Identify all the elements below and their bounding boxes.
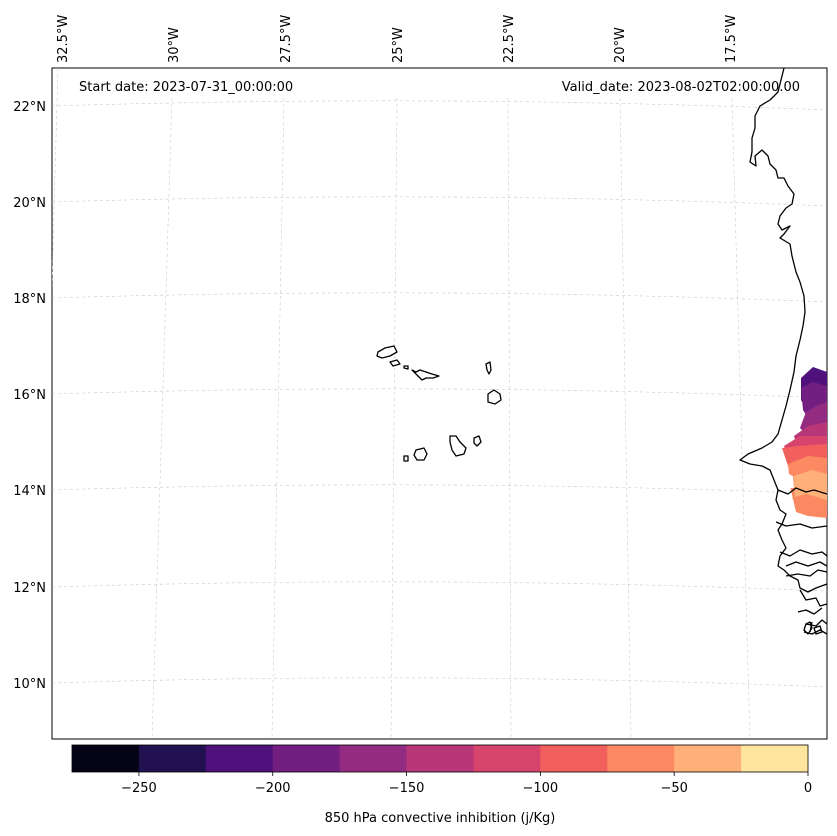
start-date-label: Start date: 2023-07-31_00:00:00 xyxy=(79,80,293,95)
parallel-line xyxy=(52,100,827,111)
parallel-line xyxy=(52,484,827,495)
cin-contour-gap xyxy=(776,470,794,488)
island-sal xyxy=(485,361,492,375)
longitude-labels: 32.5°W 30°W 27.5°W 25°W 22.5°W 20°W 17.5… xyxy=(56,15,739,63)
lat-label: 14°N xyxy=(13,484,46,499)
meridian-line xyxy=(731,97,751,739)
parallel-line xyxy=(52,388,827,399)
colorbar-label: 850 hPa convective inhibition (j/Kg) xyxy=(325,811,556,826)
island-maio xyxy=(473,435,482,447)
island-santiago xyxy=(449,435,467,457)
lon-label: 20°W xyxy=(613,27,628,63)
lat-label: 18°N xyxy=(13,292,46,307)
coastline xyxy=(739,68,827,635)
cin-contour-band xyxy=(792,494,827,518)
meridian-line xyxy=(619,97,632,739)
colorbar-frame xyxy=(71,744,809,773)
lon-label: 17.5°W xyxy=(724,15,739,63)
lon-label: 32.5°W xyxy=(56,15,71,63)
island-brava xyxy=(403,455,409,462)
map-panel xyxy=(51,67,828,740)
lat-label: 16°N xyxy=(13,388,46,403)
colorbar-swatch xyxy=(339,745,408,772)
latitude-labels: 22°N 20°N 18°N 16°N 14°N 12°N 10°N xyxy=(13,100,46,692)
lat-label: 12°N xyxy=(13,581,46,596)
island-fogo xyxy=(413,447,428,461)
guinea-bissau-coast xyxy=(797,589,827,635)
west-africa-coastline xyxy=(739,68,827,593)
colorbar-tick-label: −200 xyxy=(255,781,291,796)
guinea-bissau-islands xyxy=(803,621,823,635)
colorbar-ticks: −250 −200 −150 −100 −50 0 xyxy=(121,772,812,796)
lon-label: 25°W xyxy=(391,27,406,63)
parallel-line xyxy=(52,581,827,592)
colorbar-swatch xyxy=(540,745,608,772)
island-santo-antao xyxy=(376,345,398,359)
island-sao-nicolau xyxy=(411,369,440,381)
lon-label: 27.5°W xyxy=(279,15,294,63)
parallel-line xyxy=(52,292,827,303)
colorbar-swatch xyxy=(406,745,474,772)
parallel-line xyxy=(52,196,827,207)
colorbar-swatch xyxy=(138,745,207,772)
cabo-verde-islands xyxy=(376,345,502,462)
lon-label: 22.5°W xyxy=(502,15,517,63)
meridian-line xyxy=(390,97,398,739)
island-boa-vista xyxy=(487,389,502,405)
meridian-line xyxy=(507,97,512,739)
colorbar-swatch xyxy=(205,745,274,772)
colorbar-swatch xyxy=(607,745,675,772)
senegal-gambia-rivers xyxy=(775,487,827,577)
colorbar-tick-label: 0 xyxy=(804,781,812,796)
colorbar-tick-label: −250 xyxy=(121,781,157,796)
colorbar-swatch xyxy=(72,745,140,772)
colorbar-swatch xyxy=(741,745,809,772)
lon-label: 30°W xyxy=(167,27,182,63)
colorbar-tick-label: −150 xyxy=(389,781,425,796)
lat-label: 22°N xyxy=(13,100,46,115)
meridian-line xyxy=(271,97,285,739)
colorbar-swatch xyxy=(473,745,541,772)
parallel-line xyxy=(52,677,827,688)
colorbar: −250 −200 −150 −100 −50 0 850 hPa convective … xyxy=(71,744,812,826)
colorbar-swatch xyxy=(272,745,341,772)
colorbar-tick-label: −50 xyxy=(660,781,687,796)
island-sao-vicente xyxy=(389,359,401,367)
colorbar-tick-label: −100 xyxy=(523,781,559,796)
colorbar-swatches xyxy=(72,745,809,772)
valid-date-label: Valid_date: 2023-08-02T02:00:00.00 xyxy=(562,80,800,95)
meridian-line xyxy=(151,97,173,739)
colorbar-swatch xyxy=(674,745,742,772)
lat-label: 10°N xyxy=(13,677,46,692)
island-santa-luzia xyxy=(403,365,409,370)
graticule xyxy=(52,68,827,739)
lat-label: 20°N xyxy=(13,196,46,211)
